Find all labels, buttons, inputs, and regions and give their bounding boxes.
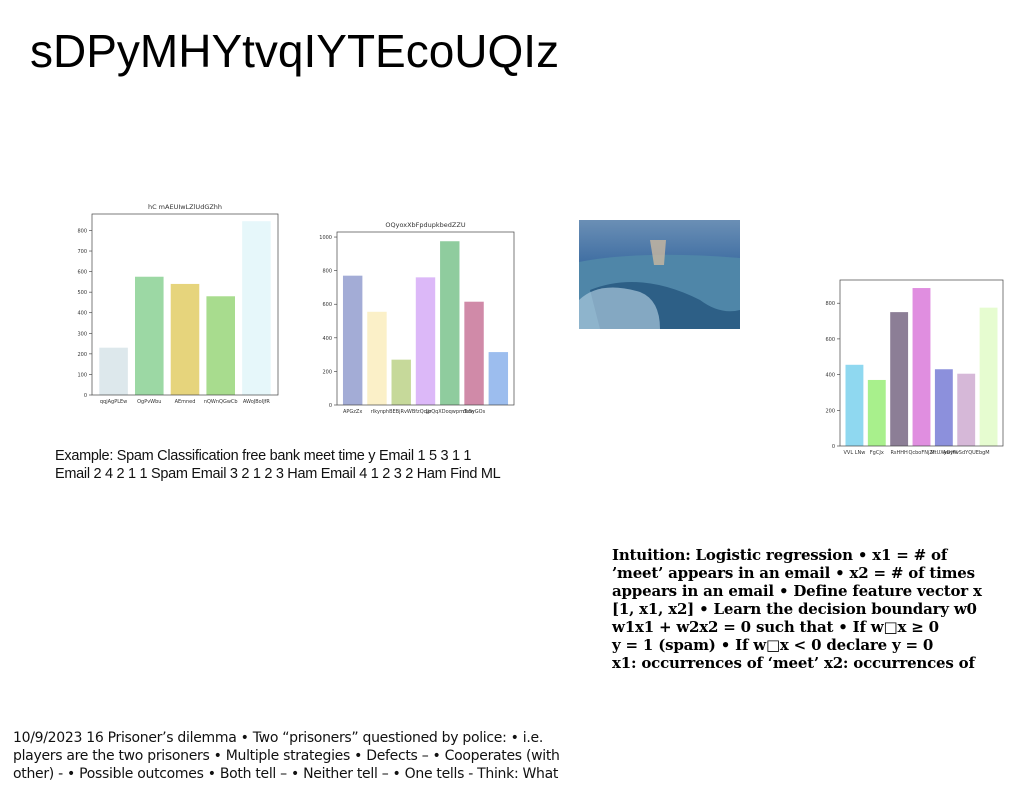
y-tick-label: 300 [77, 331, 87, 337]
x-tick-label: nQWnQGwCb [204, 399, 238, 405]
chart-title: OQyoxXbFpdupkbedZZU [385, 221, 465, 229]
y-tick-label: 1000 [319, 235, 332, 241]
plot-frame [839, 279, 1004, 447]
x-tick-label: VVL LNw [844, 450, 866, 456]
example-text: Example: Spam Classification free bank m… [55, 447, 501, 483]
text-line: 10/9/2023 16 Prisoner’s dilemma • Two “p… [13, 730, 543, 746]
text-line: Example: Spam Classification free bank m… [55, 448, 472, 464]
x-tick-label: dsSyGOs [463, 409, 486, 415]
text-line: x1: occurrences of ‘meet’ x2: occurrence… [612, 654, 975, 672]
x-tick-label: rIkyn [371, 409, 383, 415]
bar [170, 283, 200, 395]
x-tick-label: qqjAgPLEw [100, 399, 127, 405]
x-tick-label: phBEBjRvWBfz [383, 409, 420, 415]
text-line: appears in an email • Define feature vec… [612, 582, 982, 600]
y-tick-label: 200 [322, 369, 332, 375]
y-tick-label: 700 [77, 249, 87, 255]
x-tick-label: Qcjjr [420, 409, 432, 415]
y-tick-label: 200 [825, 408, 835, 414]
y-tick-label: 200 [77, 352, 87, 358]
text-line: [1, x1, x2] • Learn the decision boundar… [612, 600, 977, 618]
text-line: players are the two prisoners • Multiple… [13, 748, 560, 764]
bar [242, 221, 271, 395]
text-line: Intuition: Logistic regression • x1 = # … [612, 546, 948, 564]
y-tick-label: 0 [329, 403, 332, 409]
x-tick-label: AEmned [175, 399, 196, 405]
bar [206, 296, 235, 395]
bar [367, 311, 387, 405]
x-tick-label: FgCJx [870, 450, 884, 456]
bar [342, 275, 363, 405]
y-tick-label: 400 [322, 336, 332, 342]
bar [135, 276, 164, 395]
x-tick-label: APGzZx [343, 409, 362, 415]
y-tick-label: 800 [825, 301, 835, 307]
bar [979, 307, 998, 446]
bar [440, 241, 460, 405]
y-tick-label: 400 [77, 311, 87, 317]
y-tick-label: 500 [77, 290, 87, 296]
y-tick-label: 800 [77, 228, 87, 234]
x-tick-label: AwyfwSdYQUEbgM [943, 450, 990, 456]
bar [845, 364, 864, 446]
y-tick-label: 0 [832, 444, 835, 450]
text-line: other) - • Possible outcomes • Both tell… [13, 766, 559, 782]
text-line: w1x1 + w2x2 = 0 such that • If w□x ≥ 0 [612, 618, 939, 636]
y-tick-label: 600 [77, 270, 87, 276]
footer-text: 10/9/2023 16 Prisoner’s dilemma • Two “p… [13, 729, 560, 783]
x-tick-label: LoQqXDoqwpmTom [425, 409, 474, 415]
x-tick-label: OgPvWbu [137, 399, 161, 405]
chart-title: hC mAEUIwLZlUdGZhh [148, 203, 222, 211]
y-tick-label: 800 [322, 269, 332, 275]
x-tick-label: AWoJBoIJfR [243, 399, 271, 405]
y-tick-label: 100 [77, 372, 87, 378]
photo [579, 220, 740, 329]
bar [867, 379, 886, 446]
bar [912, 288, 931, 446]
bar [99, 347, 128, 395]
text-line: y = 1 (spam) • If w□x < 0 declare y = 0 [612, 636, 934, 654]
text-line: Email 2 4 2 1 1 Spam Email 3 2 1 2 3 Ham… [55, 466, 501, 482]
plot-frame [336, 231, 515, 406]
bar [488, 352, 509, 405]
bar [890, 312, 909, 446]
x-tick-label: QcboFNjZf [908, 450, 934, 456]
bar [464, 301, 484, 405]
plot-frame [91, 213, 279, 396]
slide-title: sDPyMHYtvqIYTEcoUQIz [30, 25, 560, 77]
x-tick-label: MtUXyDtW [930, 450, 957, 456]
y-tick-label: 600 [322, 302, 332, 308]
y-tick-label: 400 [825, 373, 835, 379]
y-tick-label: 0 [84, 393, 87, 399]
intuition-text: Intuition: Logistic regression • x1 = # … [612, 546, 982, 672]
bar [391, 359, 411, 405]
text-line: ’meet’ appears in an email • x2 = # of t… [612, 564, 975, 582]
bar [934, 369, 953, 446]
bar [957, 373, 976, 446]
x-tick-label: RsHHH [890, 450, 908, 456]
bar [415, 277, 436, 405]
y-tick-label: 600 [825, 337, 835, 343]
